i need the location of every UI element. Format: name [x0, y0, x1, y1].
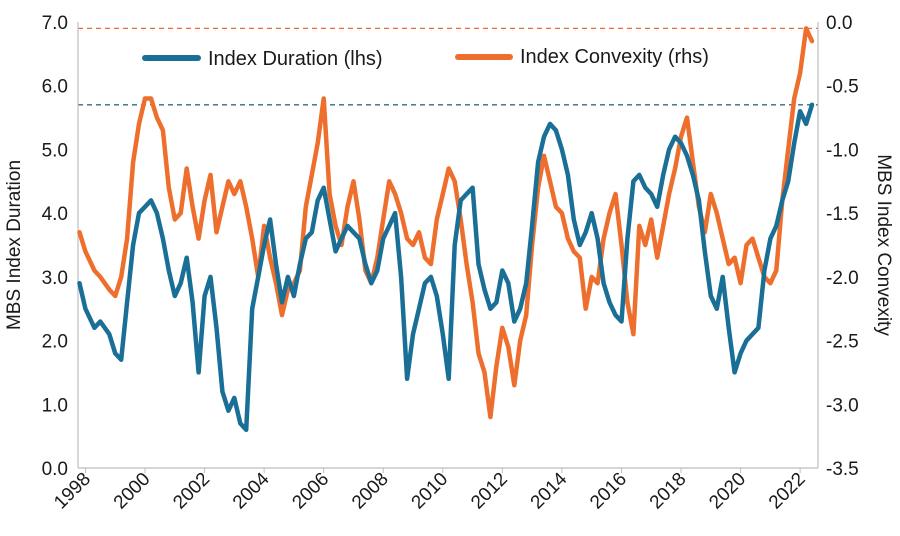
right-tick-labels: 0.0 -0.5 -1.0 -1.5 -2.0 -2.5 -3.0 -3.5	[826, 13, 859, 480]
duration-series-line	[77, 102, 815, 433]
x-tick-label: 2006	[288, 469, 333, 514]
axes	[77, 22, 819, 469]
series-lines	[77, 26, 815, 433]
x-tick-label: 2002	[169, 469, 214, 514]
x-tick-label: 2016	[586, 469, 631, 514]
x-tick-label: 2022	[765, 469, 810, 514]
x-tick-label: 2010	[408, 469, 453, 514]
y-tick-label: 5.0	[42, 140, 68, 161]
y2-tick-label: 0.0	[826, 13, 852, 34]
reference-lines	[78, 27, 818, 106]
y-tick-label: 7.0	[42, 13, 68, 34]
y-tick-label: 4.0	[42, 204, 68, 225]
x-tick-label: 2000	[110, 469, 155, 514]
y-tick-label: 2.0	[42, 332, 68, 353]
y2-tick-label: -3.5	[826, 459, 859, 480]
y2-tick-label: -1.0	[826, 140, 859, 161]
x-tick-label: 2014	[527, 468, 572, 513]
y2-tick-label: -1.5	[826, 204, 859, 225]
convexity-series-line	[77, 26, 815, 420]
legend-label-duration: Index Duration (lhs)	[208, 48, 383, 70]
y-tick-label: 1.0	[42, 395, 68, 416]
x-tick-label: 2004	[229, 468, 274, 513]
x-tick-label: 2020	[705, 469, 750, 514]
y-tick-label: 0.0	[42, 459, 68, 480]
x-tick-label: 2018	[646, 469, 691, 514]
y-tick-label: 6.0	[42, 77, 68, 98]
y-tick-label: 3.0	[42, 268, 68, 289]
y2-tick-label: -3.0	[826, 395, 859, 416]
y2-tick-label: -0.5	[826, 77, 859, 98]
legend: Index Duration (lhs) Index Convexity (rh…	[142, 46, 709, 70]
left-tick-labels: 0.0 1.0 2.0 3.0 4.0 5.0 6.0 7.0	[42, 13, 68, 480]
y2-axis-label: MBS Index Convexity	[873, 154, 894, 336]
legend-label-convexity: Index Convexity (rhs)	[520, 46, 709, 68]
y-axis-label: MBS Index Duration	[4, 160, 25, 330]
x-tick-label: 2008	[348, 469, 393, 514]
x-tick-labels: 1998 2000 2002 2004 2006 2008 2010 2012 2014 2016…	[50, 468, 810, 514]
y2-tick-label: -2.5	[826, 332, 859, 353]
y2-tick-label: -2.0	[826, 268, 859, 289]
x-tick-label: 2012	[467, 469, 512, 514]
